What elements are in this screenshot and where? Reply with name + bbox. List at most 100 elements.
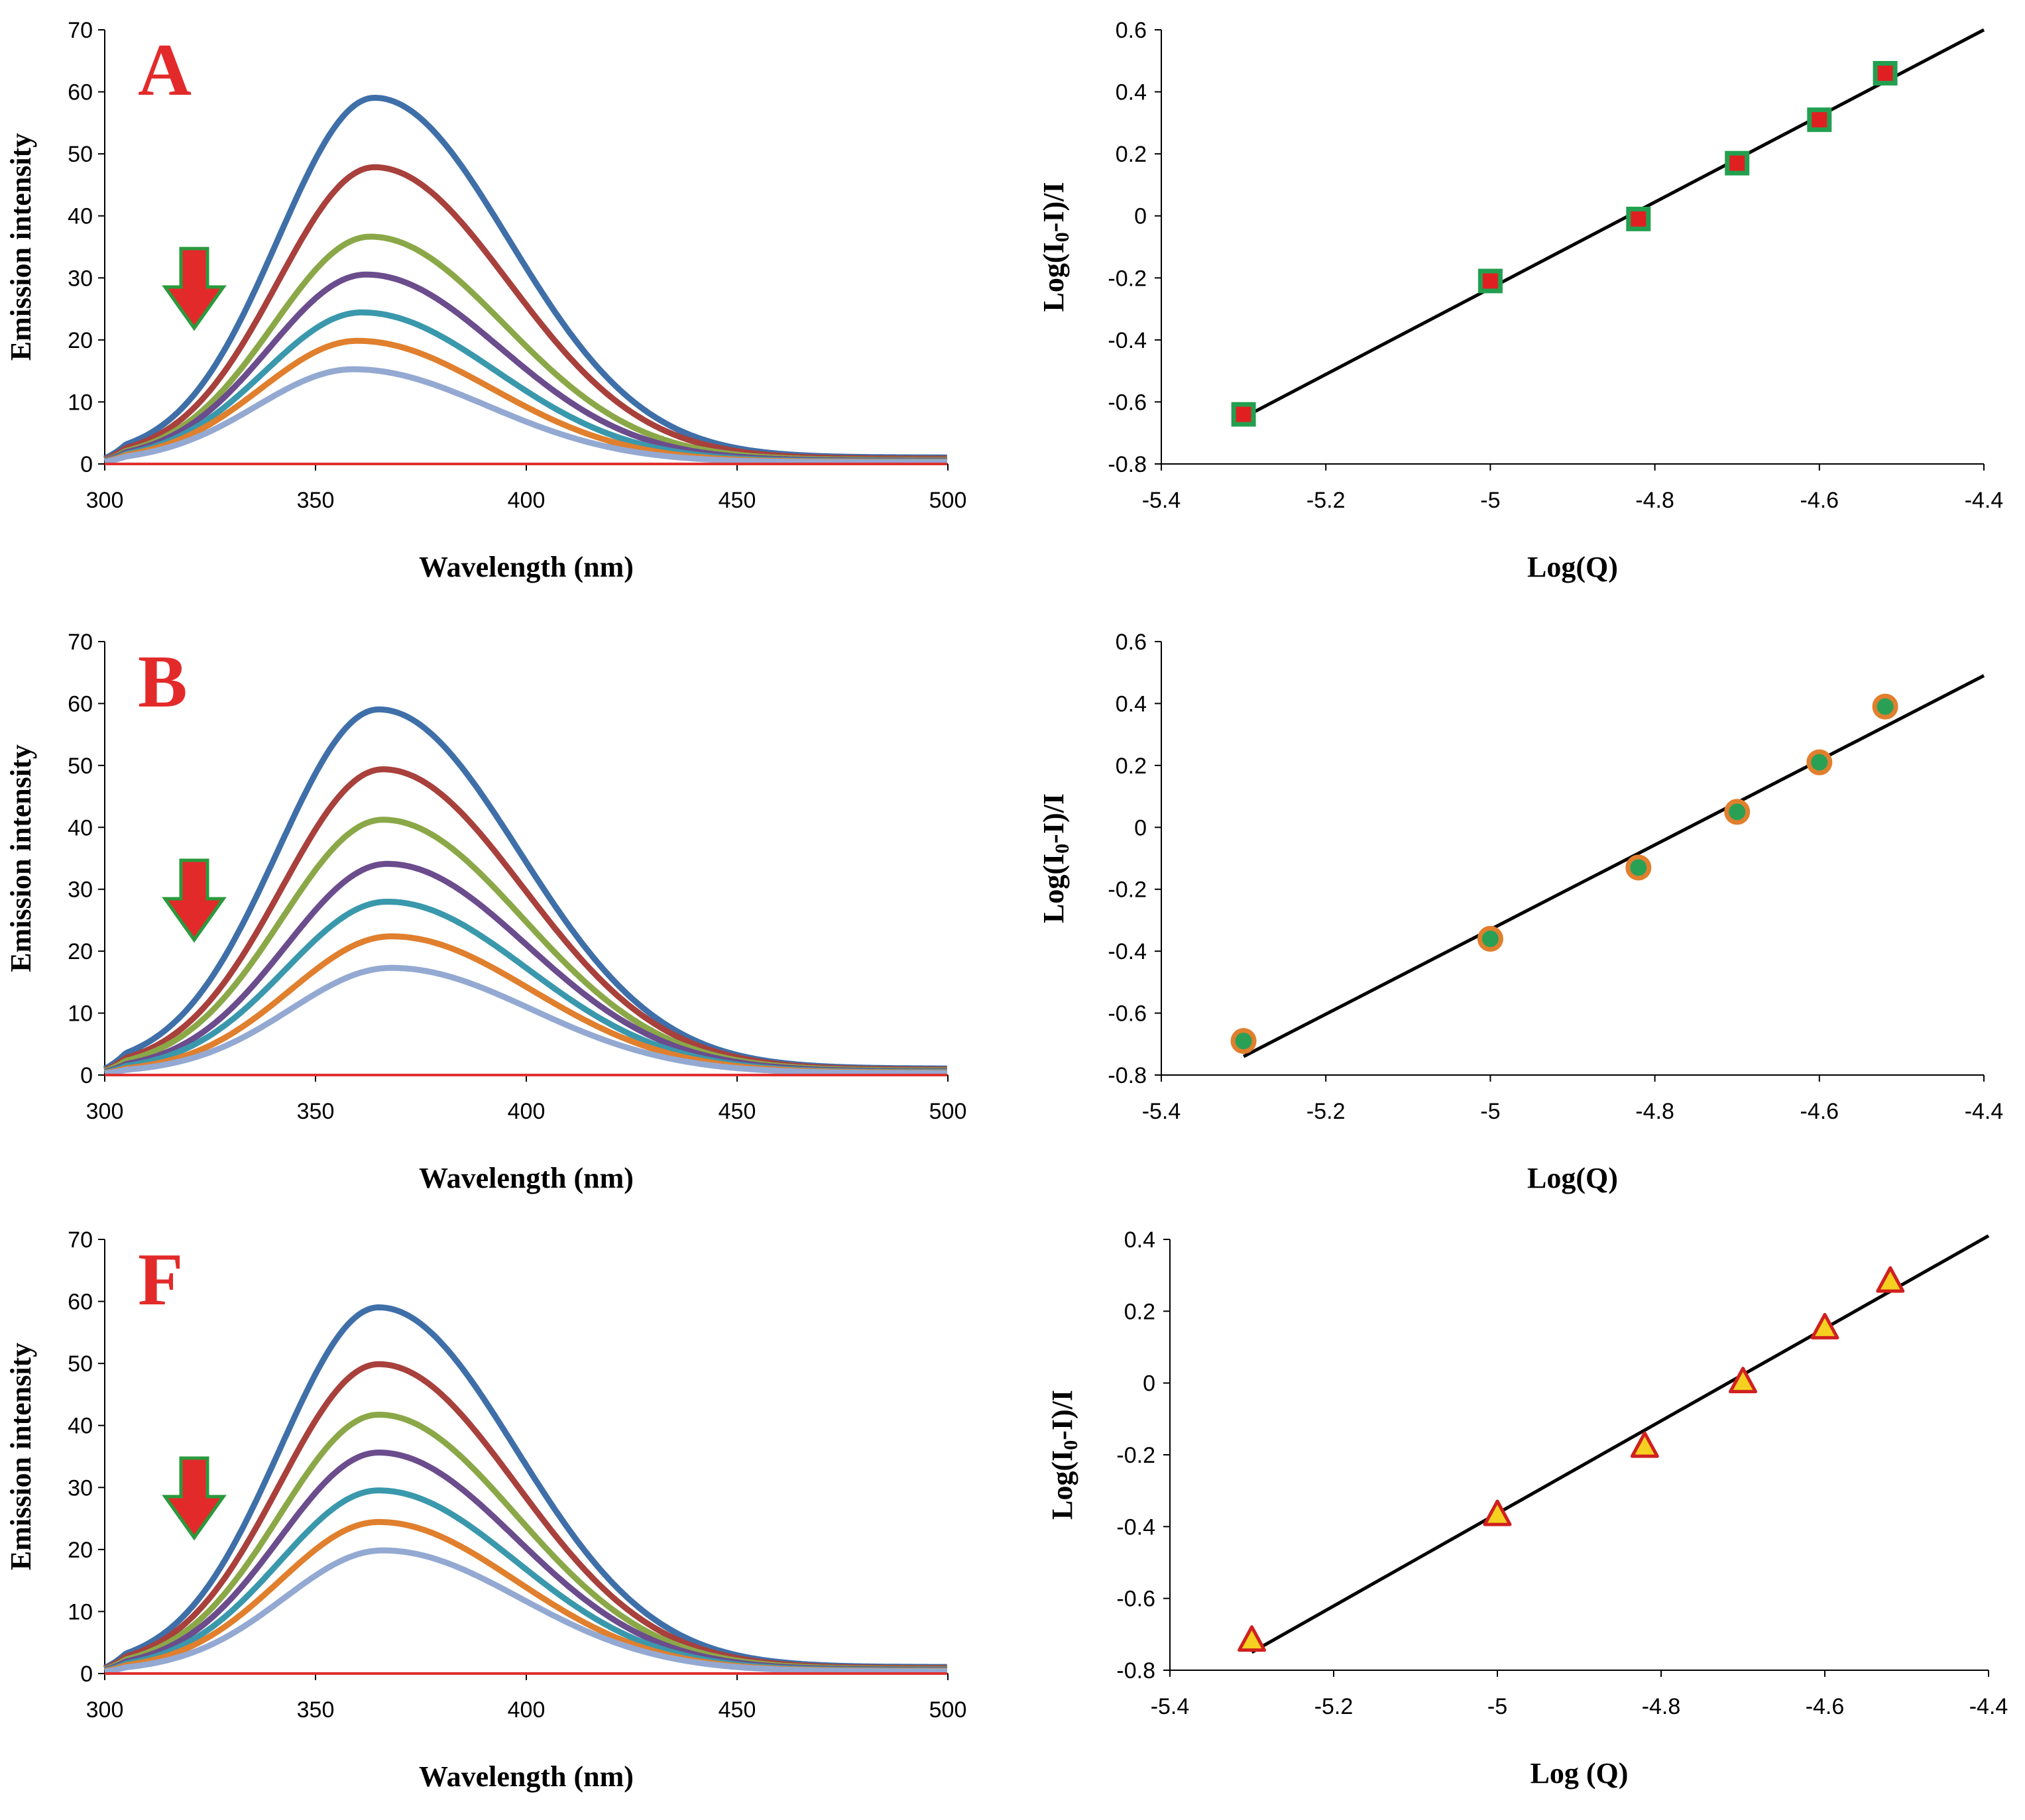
data-point: [1230, 1028, 1257, 1054]
y-tick-label: 0.2: [1116, 142, 1147, 167]
data-point: [1231, 402, 1256, 427]
data-point: [1625, 854, 1652, 881]
x-tick-label: -4.4: [1969, 1694, 2008, 1719]
panel-label: A: [138, 29, 192, 111]
spectra-plot-F: 0 10 20 30 40 50 60 70 300 350 400 450 500 Wavelength…: [5, 1227, 966, 1793]
y-tick-label: -0.4: [1108, 939, 1147, 964]
y-tick-label: 0.6: [1116, 630, 1147, 655]
x-tick-label: -5.2: [1306, 1099, 1346, 1124]
y-tick-label: 70: [68, 18, 93, 43]
y-tick-label: 60: [68, 691, 93, 716]
y-tick-label: -0.4: [1116, 1514, 1155, 1540]
y-axis-title: Log(I0-I)/I: [1037, 793, 1073, 923]
x-tick-label: -5: [1487, 1694, 1507, 1719]
fit-plot-F: -0.8 -0.6 -0.4 -0.2 0 0.2 0.4 -5.4 -5.2 -5 -4.8 -4.…: [1046, 1227, 2008, 1790]
y-tick-label: 40: [68, 1414, 93, 1439]
data-point: [1238, 1625, 1266, 1652]
y-tick-label: -0.6: [1116, 1587, 1155, 1612]
regression-line: [1242, 674, 1985, 1058]
y-tick-label: -0.6: [1108, 390, 1147, 415]
y-tick-label: 60: [68, 80, 93, 105]
x-axis-title: Log(Q): [1527, 551, 1618, 583]
data-point: [1729, 1367, 1757, 1394]
x-tick-label: -4.8: [1642, 1694, 1681, 1719]
x-tick-label: -4.6: [1800, 1099, 1839, 1124]
y-tick-label: 0: [80, 1662, 93, 1687]
x-tick-label: 300: [86, 488, 124, 513]
y-tick-label: 70: [68, 630, 93, 655]
y-tick-label: 0.2: [1124, 1299, 1155, 1324]
x-tick-label: -4.6: [1800, 488, 1839, 513]
x-tick-label: -5.4: [1151, 1694, 1190, 1719]
y-tick-label: 0.4: [1124, 1227, 1155, 1253]
x-tick-label: 500: [929, 1099, 967, 1124]
data-point: [1810, 1312, 1839, 1339]
down-arrow-icon: [162, 247, 227, 331]
x-tick-label: 300: [86, 1099, 124, 1124]
x-tick-label: 500: [929, 1697, 967, 1723]
x-axis-title: Log(Q): [1527, 1162, 1618, 1194]
x-tick-label: -5: [1480, 488, 1500, 513]
fit-plot-A: -0.8 -0.6 -0.4 -0.2 0 0.2 0.4 0.6 -5.4 -5.2 -5 -4.8…: [1037, 18, 2003, 583]
data-point: [1876, 1266, 1905, 1293]
spectrum-line-7: [104, 366, 948, 465]
data-point: [1806, 749, 1833, 775]
x-tick-label: 350: [297, 1099, 335, 1124]
data-point: [1872, 693, 1898, 720]
data-point: [1477, 268, 1503, 294]
x-tick-label: 350: [297, 1697, 335, 1723]
y-tick-label: 30: [68, 266, 93, 291]
data-point: [1873, 61, 1898, 85]
x-tick-label: 450: [719, 1697, 756, 1723]
spectrum-line-7: [104, 1547, 948, 1675]
x-tick-label: 300: [86, 1697, 124, 1723]
y-tick-label: -0.2: [1116, 1443, 1155, 1468]
y-tick-label: -0.2: [1108, 266, 1147, 291]
spectrum-line-5: [103, 1487, 948, 1674]
y-tick-label: 0.4: [1116, 80, 1147, 105]
y-tick-label: -0.4: [1108, 328, 1147, 353]
x-tick-label: 450: [719, 488, 756, 513]
x-axis-title: Wavelength (nm): [419, 1162, 634, 1194]
y-tick-label: 0: [1143, 1371, 1155, 1396]
y-tick-label: -0.8: [1108, 1063, 1147, 1088]
y-tick-label: 20: [68, 328, 93, 353]
data-point: [1725, 150, 1750, 176]
data-point: [1477, 925, 1503, 952]
y-tick-label: 30: [68, 1475, 93, 1501]
x-tick-label: 500: [929, 488, 967, 513]
x-tick-label: 350: [297, 488, 335, 513]
fit-plot-B: -0.8 -0.6 -0.4 -0.2 0 0.2 0.4 0.6 -5.4 -5.2 -5 -4.8…: [1037, 630, 2003, 1194]
x-tick-label: -5.4: [1142, 1099, 1181, 1124]
y-tick-label: 0: [80, 1063, 93, 1088]
regression-line: [1242, 28, 1985, 420]
y-tick-label: 0: [1134, 815, 1147, 840]
x-tick-label: -5.4: [1142, 488, 1181, 513]
panel-label: B: [138, 641, 188, 723]
down-arrow-icon: [162, 1456, 227, 1541]
x-tick-label: -4.8: [1635, 1099, 1674, 1124]
x-axis-title: Log (Q): [1531, 1757, 1629, 1790]
x-tick-label: -4.4: [1965, 1099, 2004, 1124]
y-tick-label: 60: [68, 1290, 93, 1315]
y-tick-label: 10: [68, 1599, 93, 1624]
panel-label: F: [138, 1239, 183, 1321]
x-axis-title: Wavelength (nm): [419, 1760, 634, 1793]
y-tick-label: 50: [68, 142, 93, 167]
y-tick-label: 0.4: [1116, 691, 1147, 716]
y-tick-label: -0.6: [1108, 1001, 1147, 1027]
y-tick-label: 20: [68, 1538, 93, 1563]
x-tick-label: 400: [508, 1697, 546, 1723]
y-axis-title: Log(I0-I)/I: [1046, 1390, 1082, 1520]
y-tick-label: 70: [68, 1227, 93, 1253]
y-axis-title: Log(I0-I)/I: [1037, 182, 1073, 312]
y-tick-label: 40: [68, 815, 93, 840]
x-tick-label: -4.4: [1965, 488, 2004, 513]
x-tick-label: -4.6: [1806, 1694, 1845, 1719]
y-tick-label: 10: [68, 390, 93, 415]
x-tick-label: -5.2: [1314, 1694, 1354, 1719]
data-point: [1724, 799, 1751, 825]
y-tick-label: 40: [68, 204, 93, 229]
y-tick-label: 50: [68, 1351, 93, 1377]
y-tick-label: -0.8: [1108, 452, 1147, 477]
